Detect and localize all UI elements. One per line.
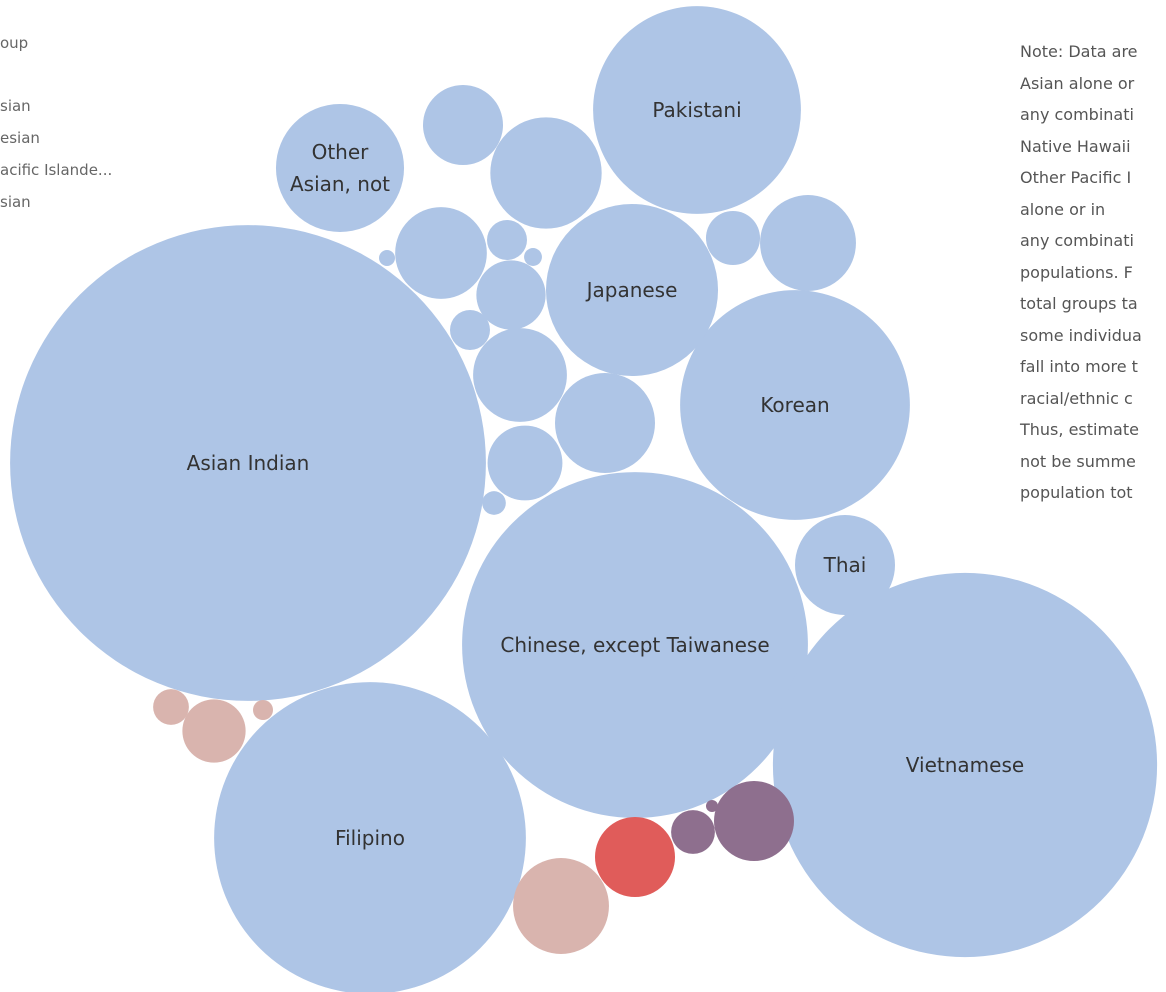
bubble — [476, 260, 546, 330]
legend-title: oup — [0, 34, 29, 52]
bubble — [513, 858, 609, 954]
bubble — [214, 682, 526, 992]
bubble-label: Other Asian, not — [289, 140, 391, 196]
bubble — [680, 290, 910, 520]
bubble — [450, 310, 490, 350]
bubble — [706, 800, 718, 812]
note-line: Thus, estimate — [1020, 420, 1139, 439]
bubble-label: Filipino — [335, 826, 405, 850]
bubble-label: Vietnamese — [905, 753, 1025, 777]
bubble-label: Pakistani — [652, 98, 742, 122]
bubble — [671, 810, 715, 854]
legend-item: acific Islande... — [0, 161, 113, 179]
bubble — [705, 210, 761, 266]
bubble — [487, 220, 527, 260]
bubble — [275, 103, 405, 233]
note-line: any combinati — [1020, 105, 1134, 124]
note-line: some individua — [1020, 325, 1142, 345]
bubble — [545, 203, 719, 377]
bubble — [595, 817, 675, 897]
note-line: not be summe — [1020, 451, 1136, 471]
bubble — [760, 195, 856, 291]
bubble — [395, 207, 487, 299]
note-line: racial/ethnic c — [1020, 388, 1133, 408]
bubble — [714, 781, 794, 861]
bubble-label: Korean — [760, 393, 830, 417]
bubble — [772, 572, 1158, 958]
note-line: any combinati — [1020, 231, 1134, 250]
note-line: Native Hawaii — [1020, 136, 1131, 156]
note-line: Asian alone or — [1020, 73, 1135, 93]
bubble — [379, 250, 395, 266]
legend-item: sian — [0, 193, 31, 211]
bubble-label: Thai — [823, 553, 867, 577]
note-line: Note: Data are — [1020, 42, 1138, 61]
bubble — [795, 515, 895, 615]
note-line: fall into more t — [1020, 357, 1138, 376]
bubble — [555, 373, 655, 473]
bubble — [490, 117, 602, 229]
bubble — [182, 699, 246, 763]
note-line: Other Pacific I — [1020, 168, 1132, 187]
note-line: total groups ta — [1020, 294, 1138, 313]
legend-item: esian — [0, 129, 40, 147]
bubble — [593, 6, 801, 214]
bubble — [423, 85, 503, 165]
note-line: alone or in — [1020, 199, 1106, 219]
bubble — [482, 491, 506, 515]
bubble-label: Asian Indian — [186, 451, 310, 475]
legend-item: sian — [0, 97, 31, 115]
note-line: population tot — [1020, 483, 1133, 502]
bubble — [462, 472, 808, 818]
bubble — [153, 689, 189, 725]
note-line: populations. F — [1020, 262, 1133, 282]
bubble — [473, 328, 567, 422]
bubble-label: Chinese, except Taiwanese — [500, 633, 770, 657]
bubble — [10, 225, 486, 701]
bubble — [524, 248, 542, 266]
bubble — [487, 425, 563, 501]
bubble-label: Japanese — [586, 278, 678, 302]
bubble — [253, 700, 273, 720]
